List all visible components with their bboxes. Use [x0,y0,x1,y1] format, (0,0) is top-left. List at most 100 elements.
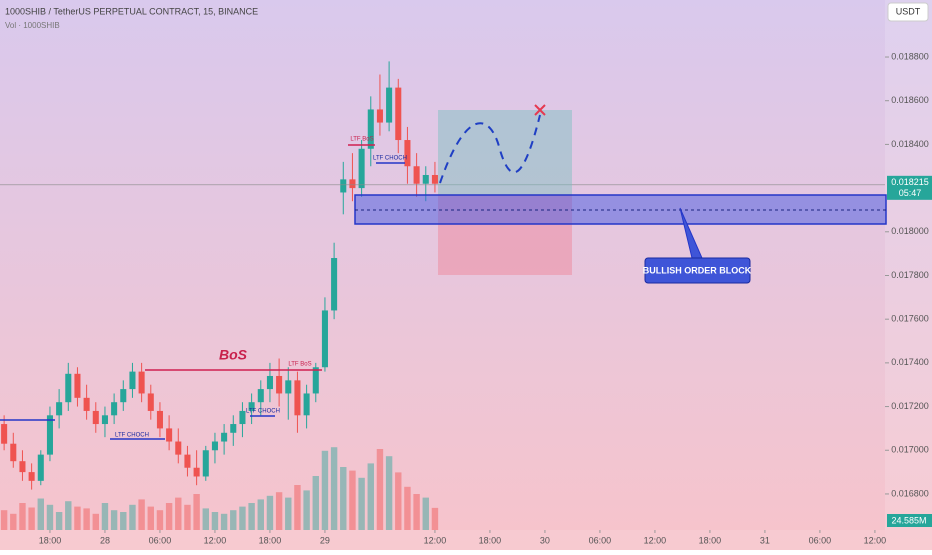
x-tick-label: 06:00 [149,535,172,545]
candle-body [101,415,108,425]
volume-bar [120,512,127,530]
candle-body [46,415,53,455]
x-tick-label: 12:00 [204,535,227,545]
volume-bar [376,449,384,530]
candle-body [221,432,228,442]
candle-body [19,461,26,473]
currency-button[interactable] [887,2,929,22]
volume-bar [367,463,374,530]
volume-label-box [887,514,932,527]
candle-body [166,428,173,442]
volume-bar [395,472,402,530]
volume-bar [303,490,310,530]
x-tick-label: 18:00 [699,535,722,545]
candle-body [303,393,310,416]
volume-bar [404,486,411,530]
callout-box [644,257,751,284]
candle-body [331,258,338,311]
candle-body [285,380,292,394]
volume-bar [101,503,109,530]
volume-bar [285,497,292,530]
y-tick-label: 0.017800 [891,270,929,280]
candle-body [129,371,136,390]
x-tick-label: 12:00 [864,535,887,545]
candle-body [156,410,163,429]
y-tick-label: 0.018800 [891,51,929,61]
volume-label: 24.585M [891,515,926,525]
candle-body [422,174,429,184]
x-tick-label: 18:00 [479,535,502,545]
overlay: 1000SHIB / TetherUS PERPETUAL CONTRACT, … [5,2,929,30]
ltf-bos-label: LTF BoS [350,137,373,143]
x-tick-label: 31 [760,535,770,545]
candle-body [65,373,72,403]
x-tick-label: 30 [540,535,550,545]
candle-body [431,174,438,184]
volume-bar [138,499,145,530]
last-price-box [887,175,932,200]
price-axis [885,0,932,550]
volume-bar [65,501,72,530]
volume-bar [321,450,329,530]
candle-body [138,371,145,394]
candle-body [37,454,44,481]
volume-bar [413,494,420,530]
volume-bar [156,510,164,530]
candle-body [395,87,402,141]
candle-body [276,375,283,394]
volume-bar [239,506,246,530]
candle-body [386,87,393,123]
candle-body [312,367,319,394]
candle-body [74,373,81,398]
candle-body [184,454,191,468]
candle-body [28,472,35,481]
candle-body [147,393,154,411]
chart-subtitle: Vol · 1000SHIB [5,21,60,30]
ltf-bos-label: LTF BoS [288,362,311,368]
y-tick-label: 0.017400 [891,357,929,367]
volume-bar [275,492,283,530]
candle-body [211,441,218,451]
candle-body [239,410,246,425]
currency-label[interactable]: USDT [896,6,921,16]
x-tick-label: 06:00 [589,535,612,545]
x-tick-label: 18:00 [259,535,282,545]
volume-bar [175,497,182,530]
volume-bar [46,504,54,530]
x-tick-label: 18:00 [39,535,62,545]
candle-body [367,109,374,149]
time-axis [0,530,885,550]
y-tick-label: 0.017600 [891,314,929,324]
candle-body [120,389,127,403]
candle-body [294,380,301,416]
ltf-choch-label: LTF CHOCH [373,156,407,162]
volume-bar [358,477,365,530]
volume-bar [28,507,35,530]
volume-bar [340,467,347,530]
volume-bar [202,508,209,530]
y-tick-label: 0.018600 [891,95,929,105]
y-tick-label: 0.017000 [891,445,929,455]
candle-body [358,148,365,189]
candle-body [230,424,237,433]
candle-body [248,402,255,411]
candle-body [257,389,264,403]
candle-body [202,450,209,477]
x-tick-label: 12:00 [424,535,447,545]
x-tick-label: 12:00 [644,535,667,545]
countdown: 05:47 [899,188,922,198]
volume-bar [422,497,429,530]
volume-bar [10,513,17,530]
candle-body [193,467,200,477]
candle-body [56,402,63,416]
target-zone [438,110,572,195]
drawings: BULLISH ORDER BLOCK BoS LTF BoS LTF CHOC… [0,104,887,440]
x-tick-label: 06:00 [809,535,832,545]
volume-bar [220,513,228,530]
candle-body [413,166,420,184]
y-tick-label: 0.018000 [891,226,929,236]
y-tick-label: 0.018400 [891,139,929,149]
